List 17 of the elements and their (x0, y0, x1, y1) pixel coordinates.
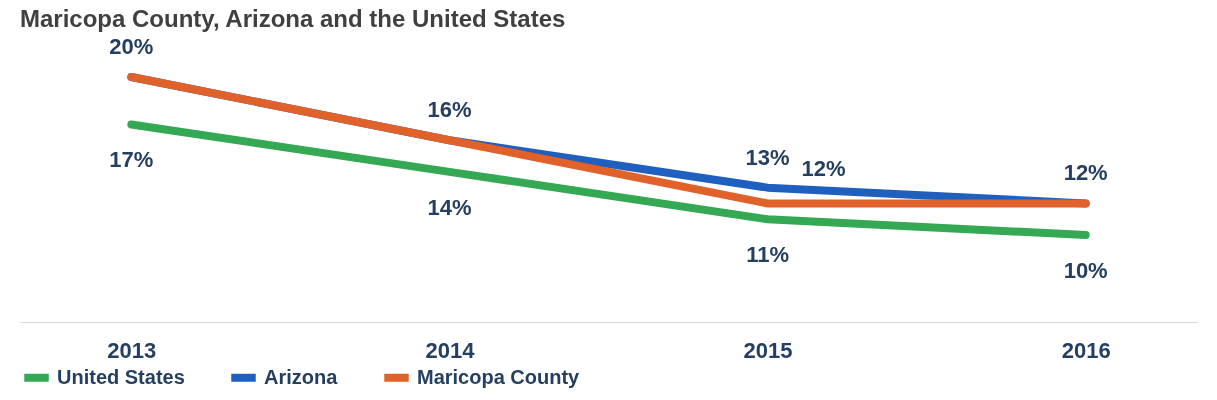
data-label: 11% (746, 242, 789, 268)
data-label: 12% (1063, 160, 1108, 186)
data-label: 17% (109, 147, 154, 173)
x-tick-label: 2016 (1061, 337, 1111, 363)
data-label: 12% (801, 156, 846, 182)
x-tick-label: 2015 (743, 337, 793, 363)
data-label: 20% (109, 34, 154, 59)
data-label: 10% (1063, 258, 1108, 284)
x-tick-label: 2013 (107, 337, 157, 363)
x-tick-label: 2014 (425, 337, 476, 363)
legend-label: Maricopa County (417, 365, 581, 388)
data-label: 16% (427, 97, 472, 123)
legend-label: Arizona (264, 365, 339, 388)
legend-label: United States (57, 365, 185, 388)
chart-title: Maricopa County, Arizona and the United States (20, 5, 566, 32)
data-label: 13% (745, 144, 790, 170)
data-label: 14% (427, 194, 472, 220)
